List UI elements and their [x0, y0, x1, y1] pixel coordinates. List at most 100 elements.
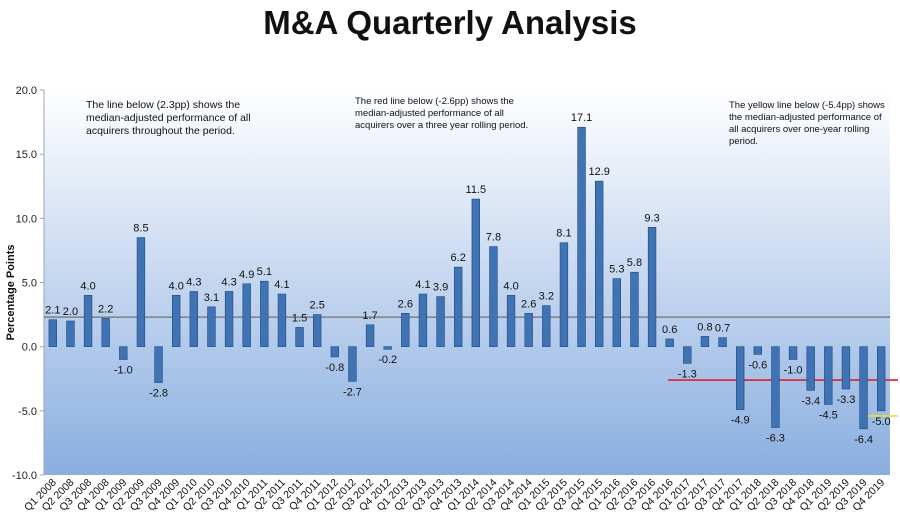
- bar: [454, 266, 463, 347]
- data-label: 2.5: [310, 300, 325, 312]
- bar: [48, 319, 57, 347]
- data-label: -3.4: [801, 395, 820, 407]
- data-label: 4.0: [169, 280, 184, 292]
- bar: [348, 346, 357, 382]
- data-label: -0.6: [748, 359, 767, 371]
- data-label: -6.3: [766, 433, 785, 445]
- bar: [665, 338, 674, 347]
- y-tick-label: 0.0: [22, 342, 37, 354]
- bar: [524, 312, 533, 347]
- bar: [700, 336, 710, 347]
- plot-area: [44, 90, 890, 475]
- bar: [753, 346, 762, 355]
- data-label: 3.2: [539, 291, 554, 303]
- bar: [595, 180, 604, 347]
- y-tick-label: 5.0: [22, 278, 37, 290]
- bar: [365, 324, 375, 347]
- y-tick-label: 20.0: [16, 85, 37, 97]
- bar: [401, 312, 410, 347]
- data-label: -1.0: [114, 365, 133, 377]
- data-label: 3.1: [204, 292, 219, 304]
- y-tick-label: 10.0: [16, 213, 37, 225]
- data-label: 0.7: [715, 323, 730, 335]
- data-label: -4.9: [731, 415, 750, 427]
- data-label: 17.1: [571, 112, 592, 124]
- data-label: 12.9: [588, 166, 609, 178]
- data-label: -3.3: [836, 394, 855, 406]
- data-label: 4.3: [221, 276, 236, 288]
- y-tick-label: -10.0: [12, 470, 37, 482]
- data-label: 9.3: [644, 212, 659, 224]
- data-label: -2.7: [343, 386, 362, 398]
- data-label: 1.5: [292, 312, 307, 324]
- data-label: 5.8: [627, 257, 642, 269]
- bar: [383, 346, 392, 350]
- value-labels: 2.1 2.04.02.2-1.08.5-2.84.0 4.33.14.34.9 5.…: [45, 112, 891, 446]
- bar: [841, 346, 851, 390]
- bar: [647, 227, 657, 347]
- bar: [224, 291, 234, 347]
- bar: [630, 271, 639, 347]
- bar: [577, 126, 586, 347]
- bar: [313, 314, 322, 347]
- bar: [859, 346, 868, 430]
- bar: [418, 293, 428, 347]
- bar: [612, 278, 621, 347]
- bar: [189, 291, 198, 347]
- data-label: 0.6: [662, 324, 677, 336]
- annotation-three-year-rolling: The red line below (-2.6pp) shows the me…: [355, 96, 529, 131]
- data-label: 4.0: [503, 280, 518, 292]
- y-tick-label: 15.0: [16, 149, 37, 161]
- data-label: 4.9: [239, 269, 254, 281]
- y-tick-label: -5.0: [18, 406, 37, 418]
- y-axis: 20.0 15.0 10.0 5.0 0.0 -5.0 -10.0: [12, 85, 45, 482]
- data-label: -1.0: [784, 365, 803, 377]
- data-label: 2.2: [98, 303, 113, 315]
- y-axis-label: Percentage Points: [5, 245, 17, 341]
- bar: [277, 293, 287, 347]
- bar: [471, 198, 480, 347]
- data-label: 8.1: [556, 228, 571, 240]
- bar: [718, 337, 727, 347]
- bar: [559, 242, 569, 347]
- data-label: 8.5: [133, 223, 148, 235]
- bar: [506, 295, 516, 347]
- bar: [877, 346, 886, 412]
- bar: [824, 346, 833, 405]
- chart-title: M&A Quarterly Analysis: [263, 4, 637, 41]
- annotation-one-year-rolling: The yellow line below (-5.4pp) shows the…: [729, 100, 885, 147]
- data-label: 4.0: [80, 280, 95, 292]
- data-label: 2.6: [398, 298, 413, 310]
- data-label: 5.3: [609, 264, 624, 276]
- bar: [207, 306, 216, 347]
- data-label: -0.2: [378, 354, 397, 366]
- data-label: 2.6: [521, 298, 536, 310]
- data-label: 4.1: [415, 279, 430, 291]
- data-label: -5.0: [872, 416, 891, 428]
- bar: [771, 346, 780, 428]
- bars: [48, 126, 886, 430]
- data-label: -0.8: [325, 362, 344, 374]
- data-label: 4.1: [274, 279, 289, 291]
- bar: [260, 280, 269, 347]
- data-label: 7.8: [486, 232, 501, 244]
- bar: [66, 320, 75, 347]
- bar: [242, 283, 251, 347]
- data-label: 2.1: [45, 305, 60, 317]
- data-label: -4.5: [819, 409, 838, 421]
- bar: [136, 237, 146, 347]
- data-label: 6.2: [451, 252, 466, 264]
- bar: [154, 346, 163, 383]
- data-label: 3.9: [433, 282, 448, 294]
- data-label: 0.8: [697, 321, 712, 333]
- bar: [788, 346, 798, 360]
- bar: [101, 318, 110, 347]
- data-label: -2.8: [149, 388, 168, 400]
- bar: [119, 346, 128, 360]
- annotation-overall-median: The line below (2.3pp) shows the median-…: [86, 99, 251, 138]
- data-label: -1.3: [678, 368, 697, 380]
- data-label: -6.4: [854, 434, 873, 446]
- bar: [542, 305, 551, 347]
